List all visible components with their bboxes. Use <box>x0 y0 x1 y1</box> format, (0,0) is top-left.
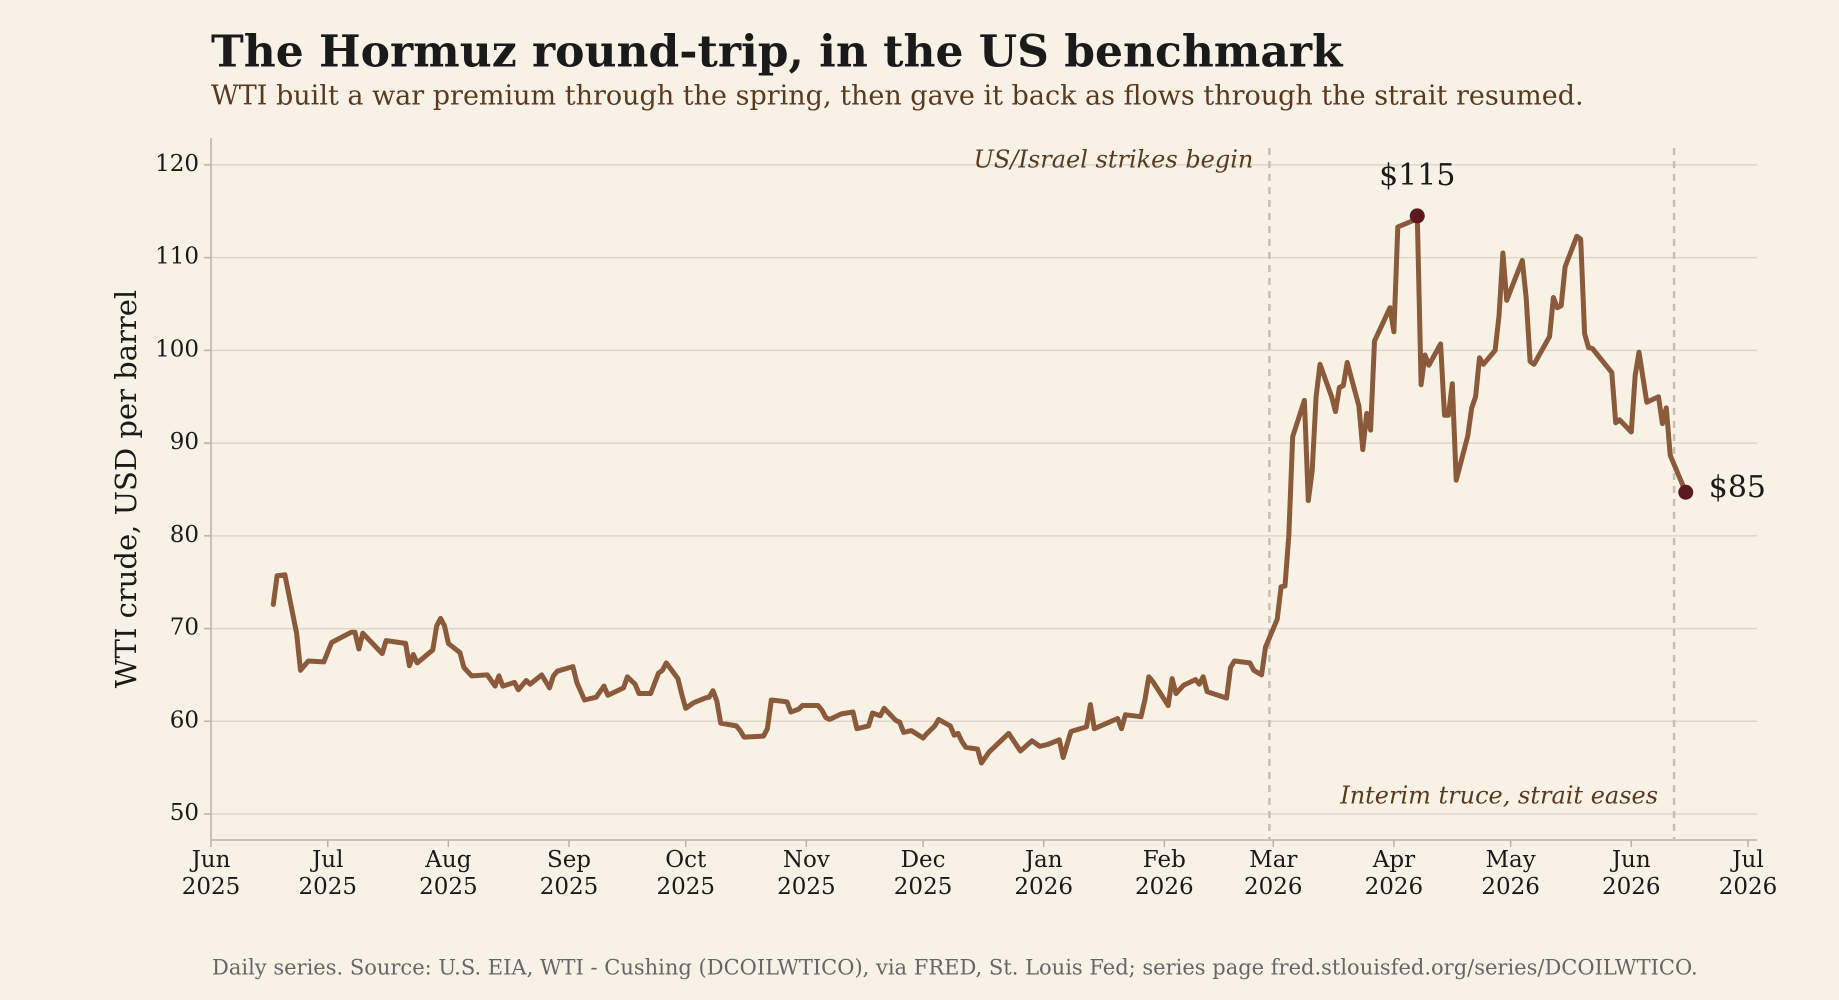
x-tick-label: Oct 2025 <box>656 847 715 900</box>
x-tick-label: Sep 2025 <box>540 847 599 900</box>
x-tick-label: Jan 2026 <box>1014 847 1073 900</box>
highlight-label: $85 <box>1709 470 1766 505</box>
y-tick-label: 100 <box>155 336 199 362</box>
x-tick-label: Dec 2025 <box>894 847 953 900</box>
chart-subtitle: WTI built a war premium through the spri… <box>211 81 1584 112</box>
price-line <box>270 213 1689 766</box>
x-tick-label: May 2026 <box>1481 847 1540 900</box>
x-tick-label: Jul 2025 <box>298 847 357 900</box>
y-axis-label: WTI crude, USD per barrel <box>109 290 143 688</box>
annotation-text: US/Israel strikes begin <box>974 146 1254 174</box>
x-tick-label: Jul 2026 <box>1719 847 1778 900</box>
x-tick-label: Jun 2025 <box>182 847 241 900</box>
x-tick-label: Nov 2025 <box>777 847 836 900</box>
x-tick-label: Jun 2026 <box>1602 847 1661 900</box>
x-tick-label: Mar 2026 <box>1244 847 1303 900</box>
y-tick-label: 50 <box>170 800 199 826</box>
y-tick-label: 120 <box>155 151 199 177</box>
chart-title: The Hormuz round-trip, in the US benchma… <box>211 27 1344 78</box>
x-tick-label: Apr 2026 <box>1365 847 1424 900</box>
y-tick-label: 80 <box>170 522 199 548</box>
y-tick-label: 110 <box>155 244 199 270</box>
annotation-text: Interim truce, strait eases <box>1339 782 1658 810</box>
highlight-dot <box>1409 208 1425 224</box>
y-tick-label: 70 <box>170 615 199 641</box>
footnote: Daily series. Source: U.S. EIA, WTI - Cu… <box>212 956 1698 980</box>
y-tick-label: 60 <box>170 707 199 733</box>
y-tick-label: 90 <box>170 429 199 455</box>
highlight-dot <box>1678 484 1694 500</box>
highlight-label: $115 <box>1379 158 1455 193</box>
x-tick-label: Aug 2025 <box>419 847 478 900</box>
x-tick-label: Feb 2026 <box>1135 847 1194 900</box>
